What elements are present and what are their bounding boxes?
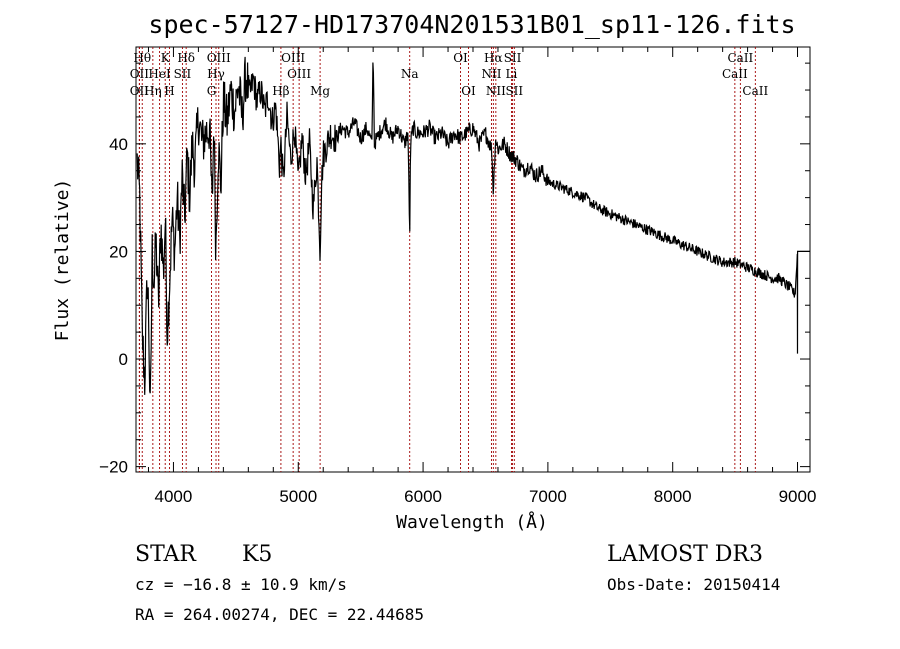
- x-tick-label: 4000: [155, 487, 193, 506]
- spectral-line-label: OIII: [287, 67, 311, 81]
- y-tick-label: 0: [119, 350, 128, 369]
- object-class: STAR: [135, 542, 197, 567]
- spectral-line-label: Hδ: [177, 51, 195, 65]
- spectral-line-label: OII: [130, 67, 150, 81]
- spectral-line-label: K: [161, 51, 171, 65]
- spectral-line-label: Mg: [310, 84, 330, 98]
- y-tick-label: 20: [109, 242, 128, 261]
- y-tick-label: 40: [109, 135, 128, 154]
- spectral-line-label: HeI: [148, 67, 171, 81]
- spectral-line-label: CaII: [722, 67, 748, 81]
- spectral-line-label: Hβ: [272, 84, 289, 98]
- plot-frame: [135, 46, 811, 473]
- flux-series-line: [136, 56, 810, 395]
- spectral-line-label: NII: [486, 84, 506, 98]
- x-axis-ticks: 4000 5000 6000 7000 8000 9000: [147, 47, 817, 506]
- x-axis-label: Wavelength (Å): [396, 511, 548, 533]
- spectral-line-label: Hθ: [133, 51, 151, 65]
- survey-name: LAMOST DR3: [607, 542, 763, 567]
- spectral-line-label: CaII: [742, 84, 768, 98]
- x-tick-label: 7000: [529, 487, 567, 506]
- spectral-line-label: Na: [401, 67, 419, 81]
- y-tick-label: −20: [99, 458, 128, 477]
- spectral-line-label: OIII: [281, 51, 305, 65]
- spectral-line-label: Hγ: [207, 67, 225, 81]
- spectral-line-label: Li: [506, 67, 518, 81]
- spectral-line-label: OII: [130, 84, 150, 98]
- y-axis-label: Flux (relative): [52, 179, 73, 342]
- spectral-line-labels: OII OII Hθ Hη HeI K H Hδ SII OIII Hγ G Hβ OIII OIII Mg N…: [130, 51, 769, 98]
- spectral-line-label: H: [164, 84, 174, 98]
- spectral-line-label: Hη: [144, 84, 162, 98]
- observation-date: Obs-Date: 20150414: [607, 575, 780, 594]
- x-tick-label: 8000: [654, 487, 692, 506]
- chart-title: spec-57127-HD173704N201531B01_sp11-126.f…: [148, 10, 795, 39]
- spectral-line-label: OIII: [207, 51, 231, 65]
- spectral-line-label: SII: [174, 67, 192, 81]
- redshift-cz: cz = −16.8 ± 10.9 km/s: [135, 575, 347, 594]
- spectral-line-label: NII: [481, 67, 501, 81]
- coordinates: RA = 264.00274, DEC = 22.44685: [135, 605, 424, 624]
- spectral-line-label: Hα: [484, 51, 503, 65]
- spectral-line-label: OI: [461, 84, 476, 98]
- x-tick-label: 6000: [404, 487, 442, 506]
- x-tick-label: 9000: [779, 487, 817, 506]
- y-axis-ticks: −20 0 20 40: [99, 62, 810, 477]
- spectral-line-label: CaII: [727, 51, 753, 65]
- x-tick-label: 5000: [279, 487, 317, 506]
- spectral-line-label: SII: [505, 84, 523, 98]
- spectral-subclass: K5: [242, 542, 272, 567]
- spectral-line-label: SII: [504, 51, 522, 65]
- spectral-line-label: OI: [453, 51, 468, 65]
- spectral-line-label: G: [207, 84, 217, 98]
